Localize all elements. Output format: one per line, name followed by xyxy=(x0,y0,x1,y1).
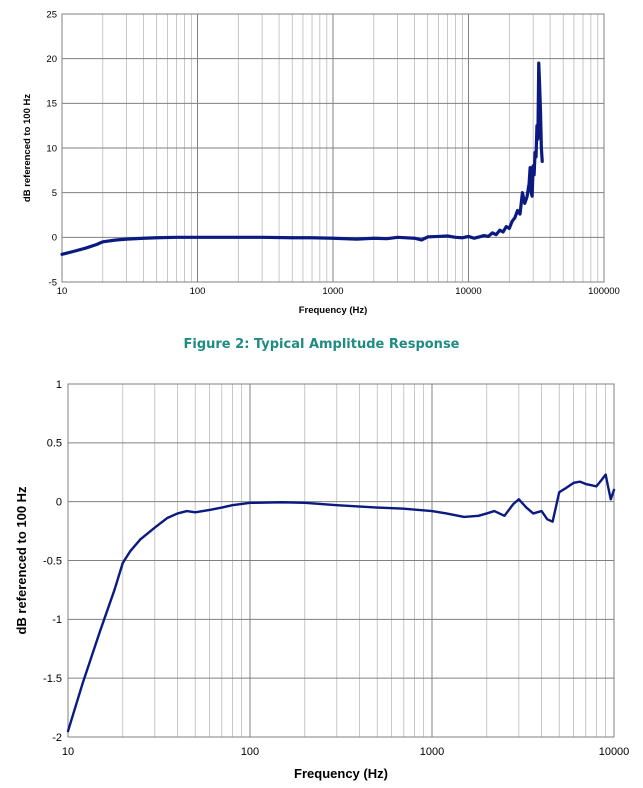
y-tick-label: -1.5 xyxy=(43,673,62,685)
x-tick-label: 10000 xyxy=(599,746,630,758)
y-tick-label: 25 xyxy=(46,9,57,20)
y-tick-label: 5 xyxy=(52,188,57,199)
y-tick-label: -5 xyxy=(49,277,57,288)
y-tick-label: -0.5 xyxy=(43,555,62,567)
chart-1: 10 100 1000 10000 100000 25 20 15 10 5 0 -5 Frequenc… xyxy=(22,9,620,316)
x-axis-title: Frequency (Hz) xyxy=(299,305,368,316)
chart-2: 10 100 1000 10000 1 0.5 0 -0.5 -1 -1.5 -2 Frequency… xyxy=(14,379,629,781)
y-tick-label: 0.5 xyxy=(47,438,62,450)
y-tick-label: 15 xyxy=(46,99,57,110)
x-tick-label: 100 xyxy=(241,746,259,758)
x-tick-label: 10 xyxy=(62,746,74,758)
x-tick-label: 10 xyxy=(57,286,68,297)
y-tick-label: -1 xyxy=(52,614,62,626)
y-tick-label: 0 xyxy=(52,233,57,244)
x-axis-title: Frequency (Hz) xyxy=(294,766,388,781)
x-tick-label: 10000 xyxy=(455,286,481,297)
series-line xyxy=(60,61,544,256)
x-tick-label: 1000 xyxy=(420,746,444,758)
y-tick-label: 1 xyxy=(56,379,62,391)
y-axis-title: dB referenced to 100 Hz xyxy=(22,94,33,202)
x-tick-label: 100000 xyxy=(588,286,620,297)
x-tick-label: 100 xyxy=(190,286,206,297)
series-line xyxy=(66,473,616,733)
y-axis-title: dB referenced to 100 Hz xyxy=(14,486,29,635)
y-tick-label: 20 xyxy=(46,54,57,65)
y-tick-label: 10 xyxy=(46,143,57,154)
x-tick-label: 1000 xyxy=(322,286,343,297)
y-tick-label: 0 xyxy=(56,497,62,509)
figure-caption: Figure 2: Typical Amplitude Response xyxy=(183,337,460,352)
y-tick-label: -2 xyxy=(52,732,62,744)
